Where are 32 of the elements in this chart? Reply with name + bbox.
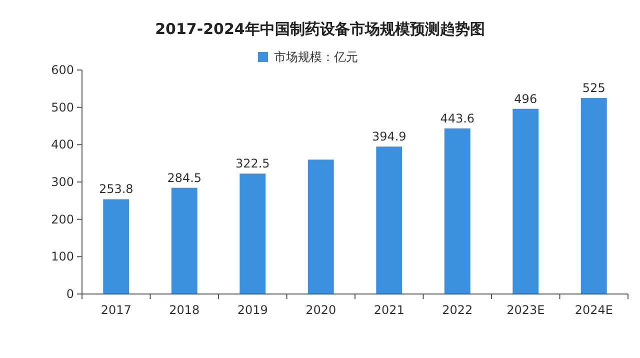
x-tick-label: 2023E bbox=[506, 303, 545, 317]
y-tick-label: 600 bbox=[51, 63, 74, 77]
bar bbox=[512, 108, 539, 294]
data-label: 525 bbox=[582, 81, 606, 95]
data-label: 496 bbox=[514, 92, 538, 106]
bar bbox=[376, 146, 402, 294]
data-label: 322.5 bbox=[235, 156, 270, 171]
bar bbox=[580, 98, 607, 294]
y-tick-label: 400 bbox=[51, 138, 74, 152]
data-label: 284.5 bbox=[167, 170, 202, 185]
x-tick-label: 2021 bbox=[374, 303, 404, 317]
x-tick-label: 2018 bbox=[169, 303, 200, 317]
bar bbox=[240, 174, 266, 294]
y-tick-label: 100 bbox=[51, 250, 74, 264]
y-tick-label: 200 bbox=[51, 212, 74, 226]
x-tick-label: 2024E bbox=[574, 303, 613, 317]
legend-label: 市场规模：亿元 bbox=[274, 50, 358, 64]
y-tick-label: 300 bbox=[51, 175, 74, 189]
x-tick-label: 2017 bbox=[100, 303, 132, 317]
y-tick-label: 0 bbox=[66, 287, 74, 301]
data-label: 394.9 bbox=[372, 130, 406, 144]
y-tick-label: 500 bbox=[51, 100, 74, 114]
data-label: 253.8 bbox=[98, 182, 134, 196]
bar bbox=[103, 199, 130, 294]
data-label: 443.6 bbox=[440, 111, 475, 126]
x-tick-label: 2019 bbox=[237, 303, 268, 317]
x-tick-label: 2020 bbox=[306, 303, 336, 317]
bar bbox=[171, 188, 198, 294]
bar bbox=[308, 160, 334, 294]
chart-title: 2017-2024年中国制药设备市场规模预测趋势图 bbox=[155, 20, 485, 38]
bar bbox=[444, 128, 470, 294]
x-tick-label: 2022 bbox=[442, 303, 473, 317]
